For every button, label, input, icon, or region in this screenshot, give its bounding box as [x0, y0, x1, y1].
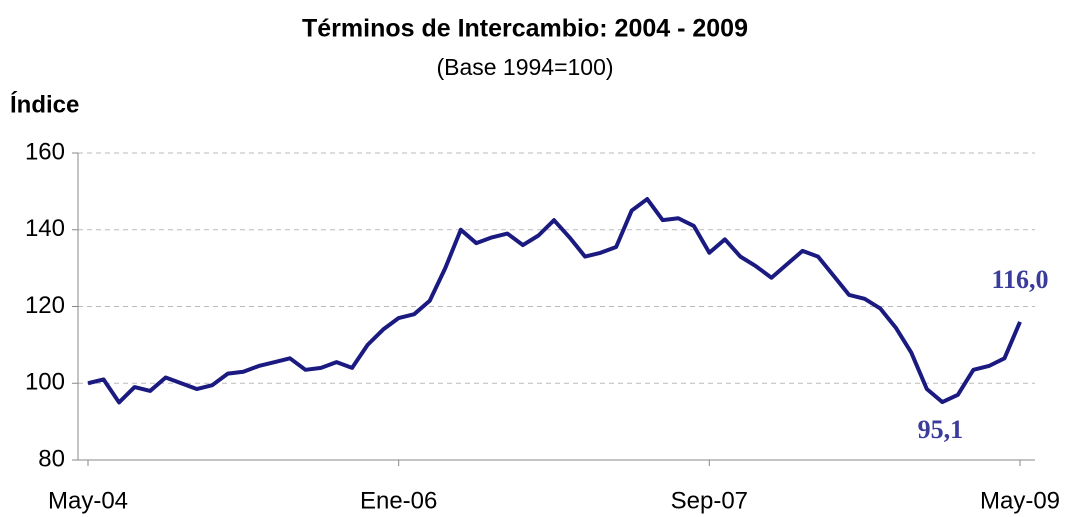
data-label: 95,1 — [918, 415, 964, 444]
data-line — [87, 197, 1022, 405]
y-axis-label: Índice — [10, 90, 79, 118]
chart-title: Términos de Intercambio: 2004 - 2009 — [302, 15, 748, 43]
x-tick-label: Ene-06 — [360, 487, 437, 514]
y-tick-label: 80 — [38, 445, 65, 472]
y-tick-label: 140 — [25, 215, 65, 242]
x-tick-label: Sep-07 — [671, 487, 748, 514]
chart-subtitle: (Base 1994=100) — [436, 54, 613, 80]
x-tick-label: May-04 — [48, 487, 128, 514]
y-tick-label: 160 — [25, 138, 65, 165]
y-tick-label: 100 — [25, 369, 65, 396]
x-tick-label: May-09 — [980, 487, 1060, 514]
data-label: 116,0 — [991, 265, 1048, 294]
y-tick-label: 120 — [25, 292, 65, 319]
